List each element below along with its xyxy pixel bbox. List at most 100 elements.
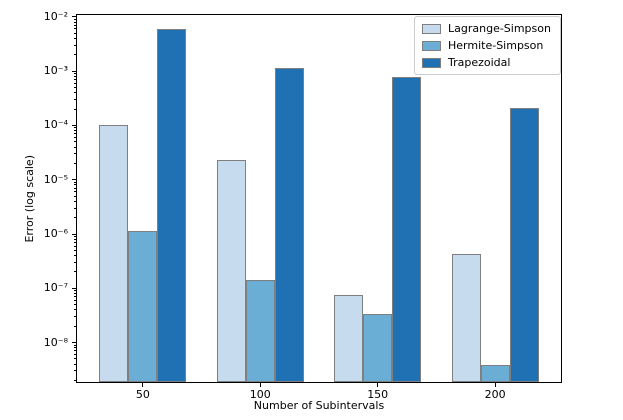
bar-hermite-simpson-100 [245, 280, 275, 382]
y-minor-tick [73, 37, 76, 39]
bar-trapezoidal-200 [509, 107, 539, 382]
y-minor-tick [73, 28, 76, 30]
x-tick-label: 100 [249, 388, 271, 401]
y-tick-label: 10⁻² [43, 9, 68, 23]
bar-trapezoidal-50 [157, 28, 187, 382]
y-minor-tick [73, 127, 76, 129]
y-major-tick [71, 124, 76, 126]
y-minor-tick [73, 21, 76, 23]
y-minor-tick [73, 316, 76, 318]
legend-swatch-hermite-simpson [422, 40, 441, 51]
y-tick-label: 10⁻³ [43, 64, 68, 78]
legend-swatch-lagrange-simpson [422, 23, 441, 34]
legend-swatch-trapezoidal [422, 57, 441, 68]
y-tick-label: 10⁻⁵ [43, 172, 68, 186]
y-tick-label: 10⁻⁷ [43, 281, 68, 295]
y-major-tick [71, 287, 76, 289]
bar-trapezoidal-100 [274, 67, 304, 382]
y-minor-tick [73, 350, 76, 352]
y-minor-tick [73, 195, 76, 197]
y-minor-tick [73, 296, 76, 298]
x-tick [377, 383, 379, 387]
y-minor-tick [73, 235, 76, 237]
y-minor-tick [73, 380, 76, 382]
y-minor-tick [73, 363, 76, 365]
y-minor-tick [73, 249, 76, 251]
legend-label: Hermite-Simpson [448, 39, 544, 52]
y-minor-tick [73, 146, 76, 148]
y-major-tick [71, 179, 76, 181]
y-minor-tick [73, 54, 76, 56]
y-tick-label: 10⁻⁴ [43, 118, 68, 132]
bar-lagrange-simpson-150 [334, 295, 364, 382]
y-minor-tick [73, 181, 76, 183]
y-minor-tick [73, 191, 76, 193]
x-tick-label: 200 [484, 388, 506, 401]
bar-hermite-simpson-200 [480, 364, 510, 382]
y-minor-tick [73, 293, 76, 295]
y-minor-tick [73, 241, 76, 243]
legend-item-hermite-simpson: Hermite-Simpson [422, 38, 551, 53]
y-minor-tick [73, 82, 76, 84]
x-tick [142, 383, 144, 387]
y-minor-tick [73, 153, 76, 155]
y-minor-tick [73, 217, 76, 219]
y-minor-tick [73, 309, 76, 311]
x-tick-label: 50 [135, 388, 150, 401]
y-minor-tick [73, 44, 76, 46]
y-minor-tick [73, 290, 76, 292]
y-minor-tick [73, 304, 76, 306]
y-minor-tick [73, 133, 76, 135]
y-tick-label: 10⁻⁸ [43, 335, 68, 349]
y-major-tick [71, 342, 76, 344]
y-minor-tick [73, 79, 76, 81]
y-minor-tick [73, 238, 76, 240]
x-tick [494, 383, 496, 387]
y-minor-tick [73, 344, 76, 346]
y-major-tick [71, 233, 76, 235]
legend-item-lagrange-simpson: Lagrange-Simpson [422, 21, 551, 36]
y-minor-tick [73, 358, 76, 360]
y-minor-tick [73, 245, 76, 247]
bar-hermite-simpson-150 [363, 314, 393, 382]
y-major-tick [71, 16, 76, 18]
bar-lagrange-simpson-200 [451, 253, 481, 382]
legend-label: Trapezoidal [448, 56, 511, 69]
legend-item-trapezoidal: Trapezoidal [422, 55, 551, 70]
y-minor-tick [73, 261, 76, 263]
y-minor-tick [73, 271, 76, 273]
y-minor-tick [73, 99, 76, 101]
y-tick-label: 10⁻⁶ [43, 227, 68, 240]
y-minor-tick [73, 162, 76, 164]
y-minor-tick [73, 184, 76, 186]
y-minor-tick [73, 136, 76, 138]
y-minor-tick [73, 347, 76, 349]
y-minor-tick [73, 73, 76, 75]
legend-label: Lagrange-Simpson [448, 22, 551, 35]
y-minor-tick [73, 32, 76, 34]
y-minor-tick [73, 299, 76, 301]
x-tick-label: 150 [367, 388, 389, 401]
bar-hermite-simpson-50 [128, 230, 158, 382]
y-minor-tick [73, 200, 76, 202]
x-axis-label: Number of Subintervals [253, 399, 385, 412]
y-minor-tick [73, 87, 76, 88]
legend: Lagrange-Simpson Hermite-Simpson Trapezoid… [414, 16, 561, 75]
y-minor-tick [73, 187, 76, 189]
bar-lagrange-simpson-100 [216, 160, 246, 382]
y-minor-tick [73, 18, 76, 20]
y-minor-tick [73, 370, 76, 372]
y-minor-tick [73, 325, 76, 327]
y-minor-tick [73, 24, 76, 26]
y-major-tick [71, 70, 76, 72]
x-tick [259, 383, 261, 387]
y-minor-tick [73, 92, 76, 94]
y-minor-tick [73, 255, 76, 257]
bar-lagrange-simpson-50 [99, 125, 129, 382]
y-minor-tick [73, 130, 76, 132]
y-minor-tick [73, 141, 76, 143]
y-minor-tick [73, 108, 76, 110]
y-minor-tick [73, 354, 76, 356]
y-minor-tick [73, 207, 76, 209]
